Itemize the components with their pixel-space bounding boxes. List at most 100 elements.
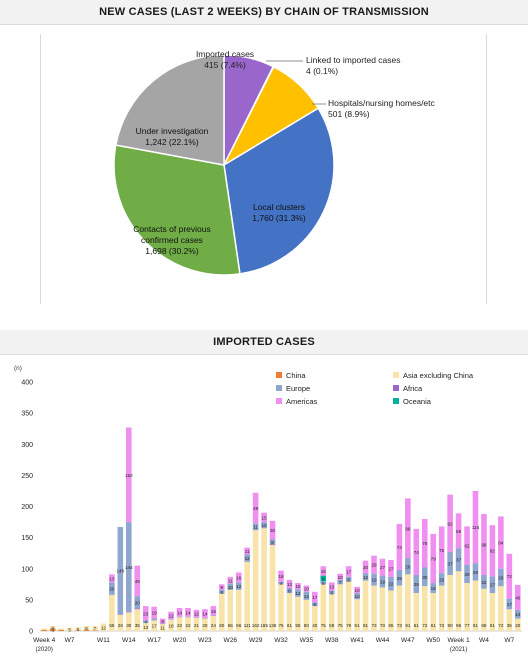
bar-data-label-53-4: 82	[490, 549, 496, 554]
bar-data-label-13-4: 19	[152, 611, 158, 616]
bar-data-label-33-3: 5	[322, 581, 325, 586]
bar-segment-europe-33	[320, 581, 327, 585]
bar-data-label-22-3: 10	[228, 585, 234, 590]
bar-segment-americas-8	[109, 574, 115, 583]
bar-data-label-42-4: 74	[397, 545, 403, 550]
legend-label-4: Americas	[286, 397, 318, 406]
bar-segment-europe-47	[438, 573, 445, 586]
bar-data-label-40-1: 70	[380, 623, 386, 628]
bar-segment-europe-38	[362, 573, 369, 581]
bar-data-label-37-4: 10	[355, 588, 361, 593]
bar-data-label-25-4: 49	[253, 506, 259, 511]
y-tick-label-7: 350	[21, 411, 33, 418]
bar-data-label-35-3: 7	[339, 580, 342, 585]
bar-segment-europe-52	[481, 574, 487, 589]
bar-data-label-20-1: 24	[211, 623, 217, 628]
bar-segment-asia-excluding-china-56	[514, 618, 521, 631]
pie-label-investigation: Under investigation 1,242 (22.1%)	[136, 126, 209, 147]
bar-data-label-31-4: 10	[304, 587, 310, 592]
y-tick-label-8: 400	[21, 380, 33, 387]
bar-segment-asia-excluding-china-24	[244, 561, 250, 631]
bar-segment-asia-excluding-china-9	[117, 614, 124, 631]
bar-segment-asia-excluding-china-37	[354, 599, 360, 631]
bar-data-label-8-4: 13	[109, 576, 115, 581]
x-tick-label-15: W50	[426, 637, 440, 644]
bar-segment-americas-55	[506, 553, 513, 599]
bar-segment-asia-excluding-china-4	[75, 627, 81, 631]
bar-data-label-10-4: 152	[125, 473, 133, 478]
bar-segment-asia-excluding-china-23	[235, 589, 242, 631]
bar-data-label-23-1: 66	[236, 623, 242, 628]
bar-data-label-32-4: 17	[312, 595, 318, 600]
bar-data-label-16-4: 14	[177, 610, 183, 615]
y-tick-label-0: 0	[29, 629, 33, 636]
bar-data-label-35-1: 75	[338, 623, 344, 628]
bar-data-label-50-3: 29	[464, 572, 470, 577]
bar-segment-europe-32	[312, 602, 318, 607]
bar-segment-americas-25	[252, 492, 259, 524]
bar-segment-asia-excluding-china-7	[100, 623, 107, 631]
bar-segment-asia-excluding-china-51	[472, 580, 479, 631]
pie-label-local: Local clusters 1,760 (31.3%)	[252, 202, 306, 223]
legend-swatch-5	[393, 398, 399, 404]
x-tick-label-4: W17	[147, 637, 161, 644]
bar-chart-title: IMPORTED CASES	[0, 330, 528, 355]
bar-segment-europe-55	[506, 598, 513, 610]
bar-segment-europe-17	[185, 616, 191, 618]
bar-segment-asia-excluding-china-40	[379, 587, 386, 631]
bar-segment-asia-excluding-china-12	[142, 622, 149, 631]
legend-label-5: Oceania	[403, 397, 432, 406]
bar-data-label-49-3: 37	[456, 558, 462, 563]
x-tick-label-0: Week 4	[33, 637, 56, 644]
bar-data-label-29-3: 8	[288, 589, 291, 594]
legend-swatch-0	[276, 372, 282, 378]
bar-segment-europe-43	[405, 558, 411, 575]
bar-segment-asia-excluding-china-21	[219, 593, 225, 631]
pie-label-linked: Linked to imported cases 4 (0.1%)	[306, 55, 401, 76]
bar-data-label-7-1: 12	[101, 625, 107, 630]
bar-data-label-34-1: 59	[329, 623, 335, 628]
bar-data-label-24-3: 12	[245, 556, 251, 561]
bar-data-label-43-4: 96	[405, 526, 411, 531]
bar-segment-americas-28	[278, 570, 284, 582]
bar-segment-asia-excluding-china-38	[362, 580, 369, 631]
bar-segment-europe-23	[235, 582, 242, 590]
bar-data-label-20-4: 15	[211, 609, 217, 614]
bar-data-label-12-4: 23	[143, 611, 149, 616]
bar-segment-asia-excluding-china-36	[345, 581, 352, 631]
bar-segment-americas-19	[202, 609, 208, 618]
bar-segment-americas-34	[328, 582, 335, 591]
bar-segment-asia-excluding-china-42	[396, 585, 403, 631]
x-tick-label-16: Week 1	[447, 637, 470, 644]
bar-segment-americas-48	[447, 494, 453, 552]
bar-segment-asia-excluding-china-27	[269, 545, 276, 631]
bar-data-label-28-4: 18	[278, 574, 284, 579]
bar-segment-americas-39	[371, 555, 377, 574]
bar-data-label-34-3: 6	[330, 590, 333, 595]
bar-segment-americas-37	[354, 586, 360, 594]
x-tick-label-5: W20	[173, 637, 187, 644]
bar-segment-americas-24	[244, 547, 250, 555]
bar-data-label-25-3: 11	[253, 525, 258, 530]
bar-data-label-9-3: 140	[116, 569, 124, 574]
x-tick-sublabel-0: (2020)	[36, 647, 53, 653]
bar-data-label-14-1: 11	[160, 626, 165, 631]
bar-segment-europe-25	[252, 523, 259, 531]
bar-segment-americas-42	[396, 523, 403, 570]
bar-segment-asia-excluding-china-20	[210, 616, 217, 631]
bar-data-label-47-3: 20	[439, 577, 445, 582]
bar-segment-americas-22	[227, 576, 234, 584]
bar-data-label-8-1: 58	[109, 623, 115, 628]
legend-label-3: Africa	[403, 384, 423, 393]
bar-segment-asia-excluding-china-43	[405, 574, 411, 631]
bar-data-label-51-4: 116	[472, 525, 480, 530]
bar-segment-americas-45	[421, 518, 428, 568]
bar-segment-americas-53	[489, 525, 496, 577]
bar-segment-africa-10	[126, 611, 132, 613]
bar-segment-europe-53	[489, 576, 496, 594]
bar-segment-americas-10	[126, 427, 132, 523]
legend-label-0: China	[286, 371, 306, 380]
bar-data-label-3-1: 5	[68, 627, 71, 632]
bar-segment-europe-44	[413, 574, 420, 594]
bar-segment-europe-35	[337, 579, 343, 585]
